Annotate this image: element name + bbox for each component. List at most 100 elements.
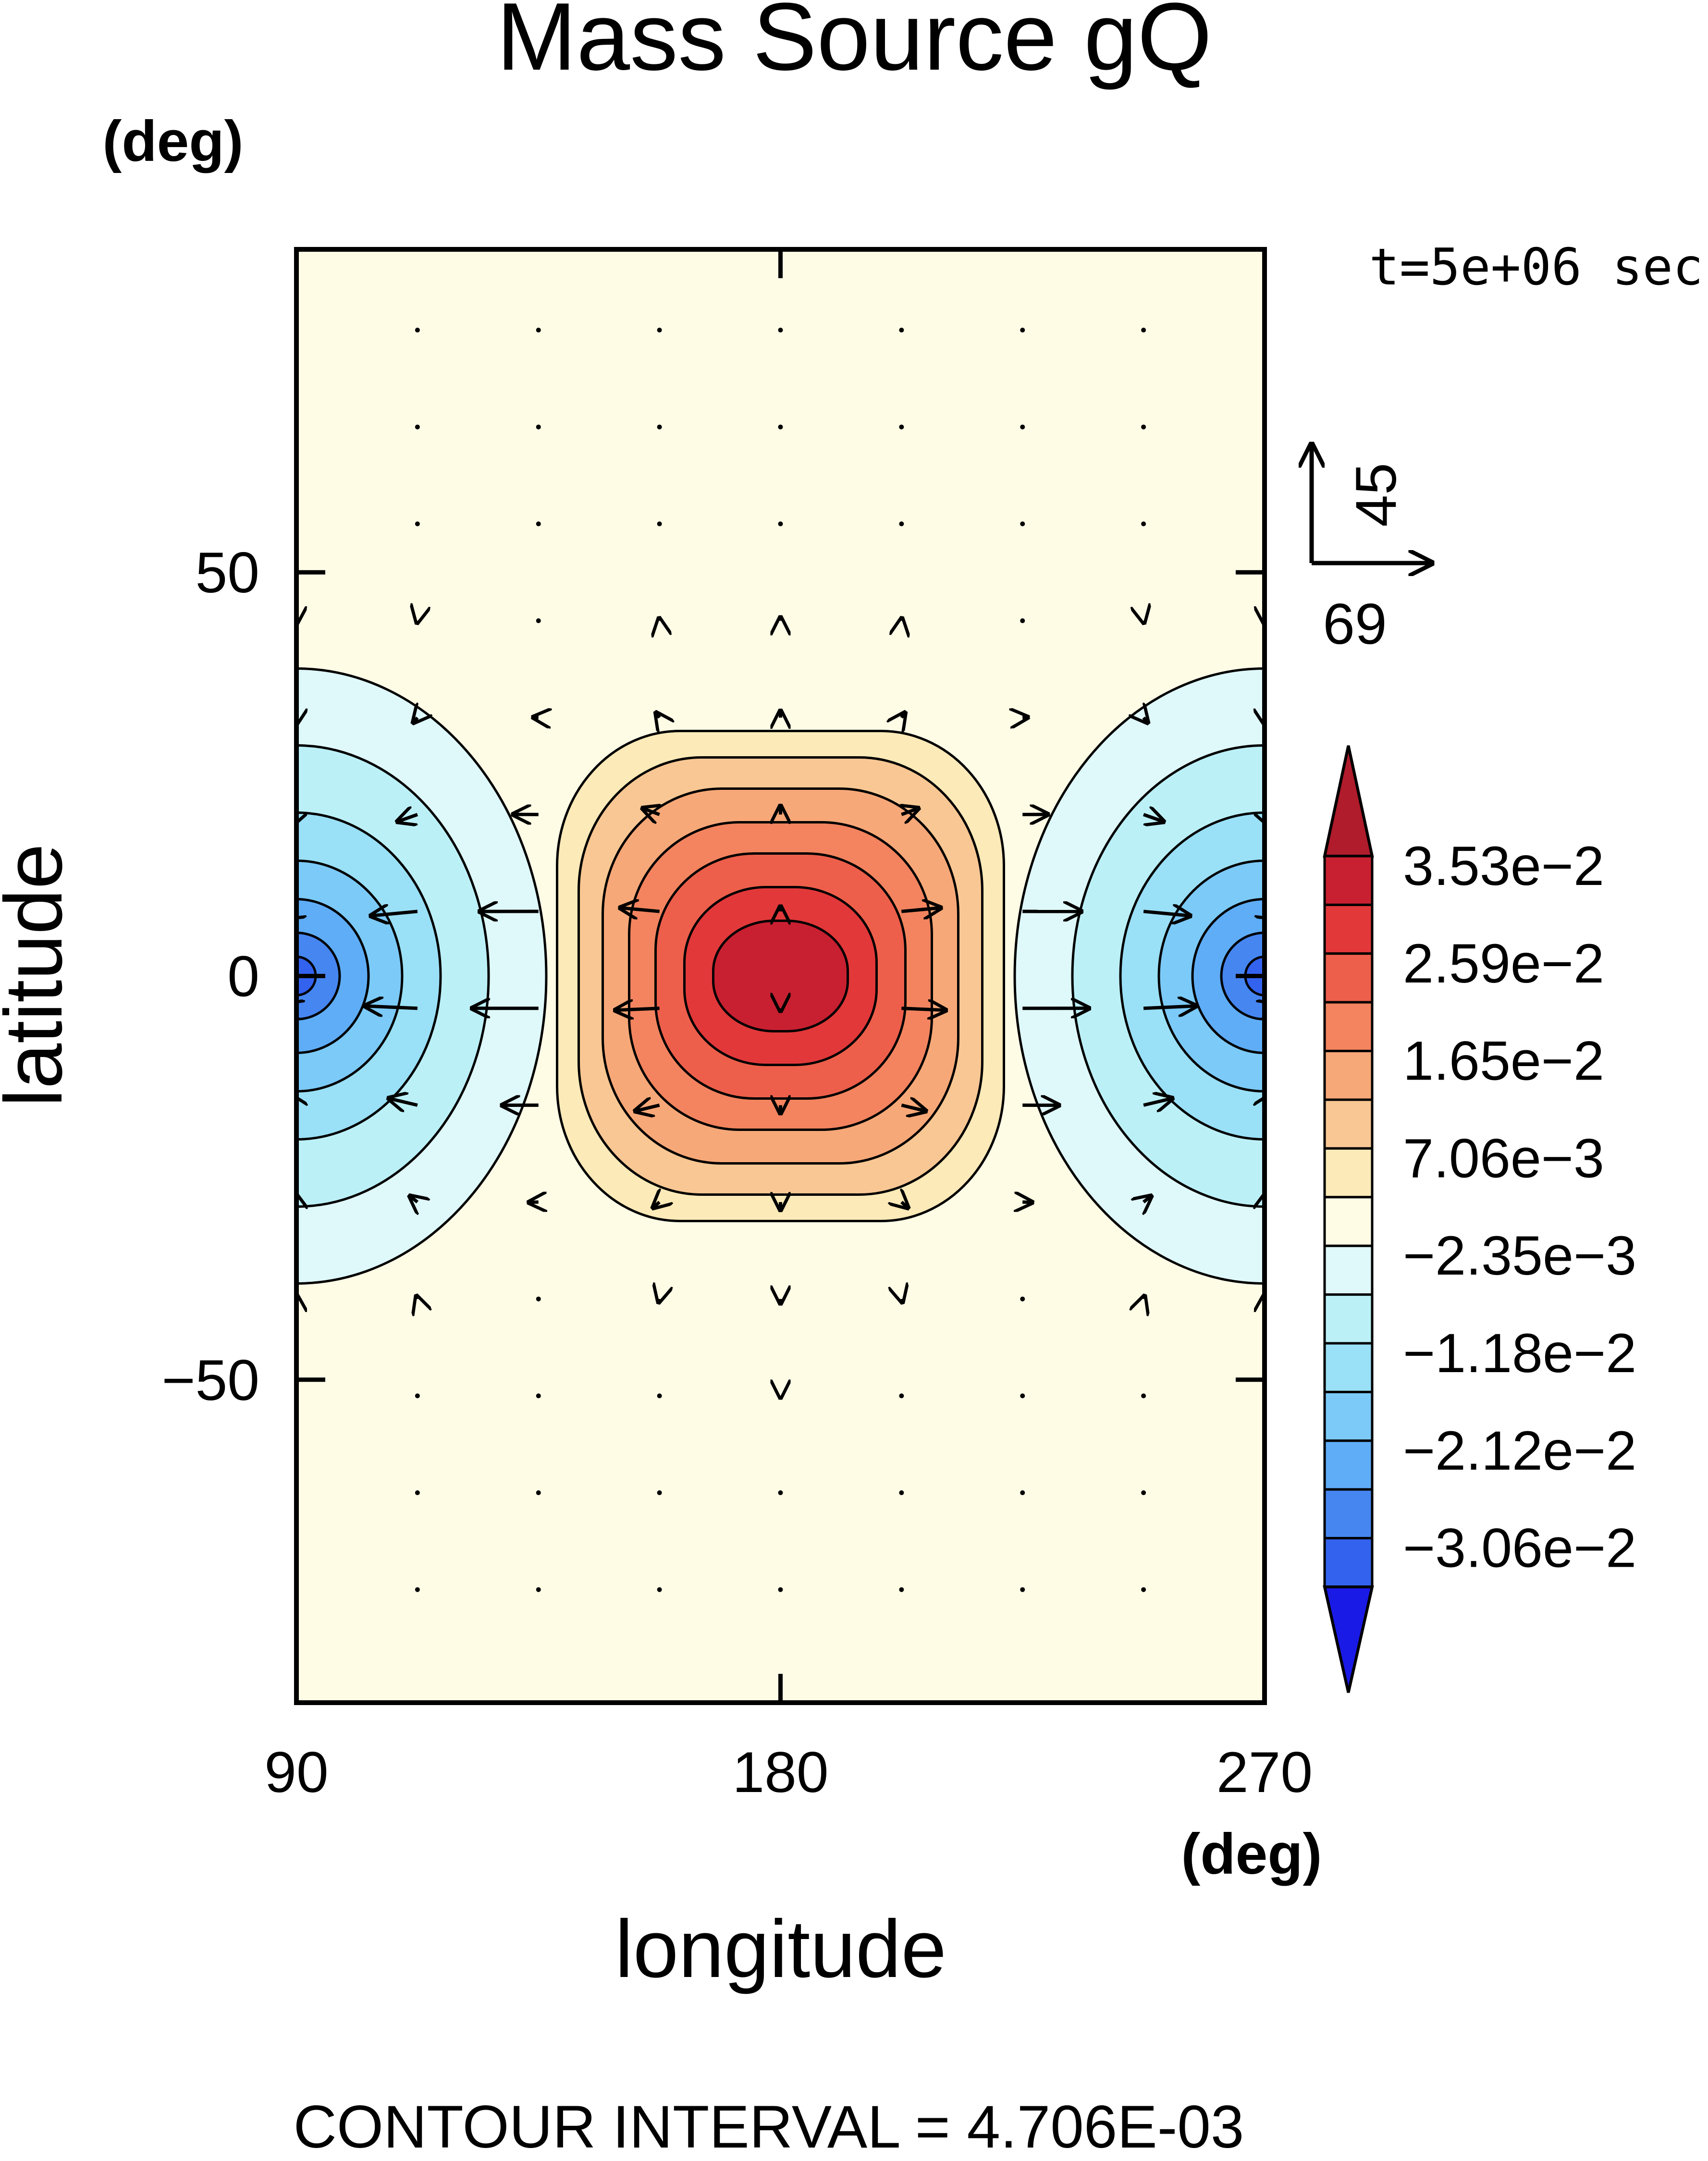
- vector-dot: [536, 1587, 541, 1592]
- vector-arrow: [635, 1105, 660, 1111]
- colorbar-bin: [1323, 1098, 1374, 1150]
- vector-arrow: [901, 712, 905, 718]
- vector-dot: [899, 328, 904, 333]
- x-axis-label: longitude: [615, 1903, 946, 1995]
- vector-arrow: [901, 808, 918, 814]
- vector-arrow: [533, 717, 539, 718]
- vector-arrow: [901, 1008, 946, 1010]
- vector-dot: [899, 1587, 904, 1592]
- vector-dot: [415, 424, 420, 430]
- colorbar-label: −2.12e−2: [1403, 1420, 1636, 1482]
- vector-arrow: [371, 911, 418, 916]
- y-axis-label: latitude: [0, 844, 79, 1107]
- contour-level-positive: [712, 920, 849, 1032]
- vector-dot: [536, 618, 541, 624]
- vector-dot: [415, 521, 420, 527]
- vector-dot: [657, 328, 662, 333]
- vector-dot: [899, 521, 904, 527]
- vector-dot: [415, 1393, 420, 1399]
- vector-arrow: [365, 1006, 418, 1008]
- vector-arrow: [417, 621, 418, 623]
- vector-arrow: [901, 1299, 902, 1302]
- vector-arrow: [1143, 1098, 1172, 1105]
- y-unit-label: (deg): [102, 109, 243, 173]
- vector-dot: [1020, 424, 1025, 430]
- colorbar-label: 7.06e−3: [1403, 1128, 1604, 1189]
- vector-field: [296, 328, 1265, 1592]
- x-unit-label: (deg): [1181, 1822, 1322, 1886]
- vector-dot: [415, 1587, 420, 1592]
- colorbar-bin: [1323, 1342, 1374, 1393]
- vector-arrow: [1022, 717, 1028, 718]
- vector-arrow: [901, 1202, 908, 1208]
- vector-arrow: [659, 1299, 660, 1302]
- vector-arrow: [1022, 1202, 1032, 1203]
- vector-arrow: [413, 718, 418, 723]
- vector-arrow: [528, 1202, 538, 1203]
- colorbar-bin: [1323, 1001, 1374, 1053]
- vector-arrow: [389, 1098, 418, 1105]
- vector-dot: [1141, 1393, 1146, 1399]
- colorbar-bin: [1323, 952, 1374, 1004]
- vector-dot: [1020, 1296, 1025, 1302]
- vector-dot: [1020, 618, 1025, 624]
- vector-reference-legend: 69 45: [1312, 444, 1432, 656]
- vector-arrow: [397, 814, 418, 822]
- vector-dot: [1141, 328, 1146, 333]
- colorbar-label: 1.65e−2: [1403, 1031, 1604, 1092]
- y-tick-label: 50: [196, 540, 259, 605]
- colorbar-bin: [1323, 903, 1374, 955]
- vector-dot: [657, 1393, 662, 1399]
- vector-arrow: [1143, 1296, 1144, 1299]
- colorbar-bin: [1323, 1293, 1374, 1345]
- vector-arrow: [1143, 911, 1190, 916]
- colorbar-label: −2.35e−3: [1403, 1225, 1636, 1287]
- colorbar-bin: [1323, 1196, 1374, 1247]
- vector-dot: [657, 1490, 662, 1496]
- vector-dot: [778, 328, 783, 333]
- vector-dot: [536, 1393, 541, 1399]
- vector-dot: [1020, 328, 1025, 333]
- vector-arrow: [901, 908, 941, 912]
- vector-dot: [1141, 1490, 1146, 1496]
- chart-title: Mass Source gQ: [496, 0, 1212, 90]
- vector-arrow: [615, 1008, 660, 1010]
- vector-arrow: [1143, 1006, 1196, 1008]
- vector-dot: [1141, 1587, 1146, 1592]
- vector-dot: [657, 424, 662, 430]
- contour-field: [296, 667, 1265, 1285]
- vector-arrow: [1143, 718, 1148, 723]
- vector-arrow: [620, 908, 660, 912]
- y-tick-label: 0: [227, 945, 259, 1009]
- vector-dot: [1020, 521, 1025, 527]
- vector-dot: [778, 1490, 783, 1496]
- colorbar: 3.53e−2 2.59e−2 1.65e−2 7.06e−3 −2.35e−3 −1.1…: [1323, 745, 1636, 1693]
- colorbar-bin: [1323, 1244, 1374, 1296]
- colorbar-label: 2.59e−2: [1403, 933, 1604, 995]
- vector-dot: [1020, 1490, 1025, 1496]
- vector-arrow: [1143, 621, 1144, 623]
- vector-dot: [899, 1490, 904, 1496]
- colorbar-extend-low: [1323, 1585, 1374, 1693]
- colorbar-bin: [1323, 1050, 1374, 1101]
- time-label: t=5e+06 sec: [1369, 238, 1703, 296]
- vector-arrow: [417, 1296, 418, 1299]
- vector-dot: [899, 424, 904, 430]
- vector-dot: [778, 521, 783, 527]
- colorbar-label: −3.06e−2: [1403, 1518, 1636, 1579]
- vector-dot: [536, 328, 541, 333]
- x-tick-label: 180: [732, 1740, 828, 1805]
- colorbar-bin: [1323, 1147, 1374, 1199]
- vector-dot: [1020, 1587, 1025, 1592]
- vector-arrow: [1143, 1196, 1151, 1202]
- vector-arrow: [656, 712, 659, 718]
- colorbar-bin: [1323, 855, 1374, 906]
- contour-interval-label: CONTOUR INTERVAL = 4.706E-03: [294, 2094, 1244, 2161]
- vector-dot: [415, 1490, 420, 1496]
- vector-arrow: [642, 808, 659, 814]
- vector-dot: [536, 1490, 541, 1496]
- vector-dot: [1020, 1393, 1025, 1399]
- axis-ticks: 90 180 270 50 0 −50: [161, 249, 1313, 1805]
- colorbar-bin: [1323, 1390, 1374, 1442]
